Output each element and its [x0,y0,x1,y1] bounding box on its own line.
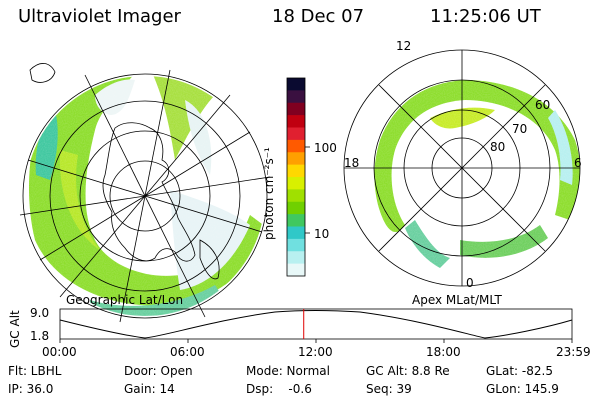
colorbar-segment [287,127,305,141]
status-filter: Flt: LBHL [8,364,62,378]
altitude-xtick-1: 06:00 [170,345,205,359]
mlat-label-80: 80 [490,140,506,154]
mlt-label-top: 12 [396,39,412,53]
colorbar-segment [287,226,305,240]
colorbar-segment [287,139,305,153]
colorbar [287,78,305,277]
lat-ring-inner [109,160,181,232]
colorbar-segment [287,189,305,203]
meridian-lines [19,69,271,323]
mlat-label-70: 70 [512,122,528,136]
colorbar-segment [287,152,305,166]
colorbar-unit: photon cm⁻²s⁻¹ [262,147,276,240]
altitude-xtick-3: 18:00 [426,345,461,359]
colorbar-segment [287,90,305,104]
status-glon: GLon: 145.9 [486,382,559,396]
lat-ring-outer [49,100,241,292]
altitude-x-ticks [59,339,573,343]
status-mode: Mode: Normal [246,364,330,378]
instrument-title: Ultraviolet Imager [18,6,181,27]
geographic-map [19,63,271,323]
date-label: 18 Dec 07 [272,6,365,27]
colorbar-segment [287,115,305,128]
time-label: 11:25:06 UT [430,6,541,27]
colorbar-segment [287,263,305,277]
mlt-lines [344,50,580,286]
colorbar-segment [287,201,305,215]
colorbar-segment [287,102,305,116]
magnetic-map [343,49,581,287]
altitude-curve [59,310,573,339]
right-panel-caption: Apex MLat/MLT [412,293,502,307]
colorbar-segment [287,177,305,190]
altitude-xtick-2: 12:00 [298,345,333,359]
colorbar-segment [287,251,305,265]
coastline-antarctica [102,122,196,262]
mlt-label-left: 18 [344,156,360,170]
colorbar-frame [286,77,306,277]
altitude-ytick-max: 9.0 [30,306,50,320]
mlat-label-60: 60 [535,98,551,112]
status-seq: Seq: 39 [366,382,412,396]
status-gc-alt: GC Alt: 8.8 Re [366,364,450,378]
altitude-ylabel: GC Alt [8,310,22,348]
status-dsp: Dsp: -0.6 [246,382,312,396]
left-panel-caption: Geographic Lat/Lon [66,293,184,307]
altitude-xtick-4: 23:59 [556,345,591,359]
colorbar-segment [287,238,305,252]
status-ip: IP: 36.0 [8,382,54,396]
colorbar-segment [287,164,305,178]
colorbar-tick-10: 10 [314,227,330,241]
colorbar-segment [287,214,305,227]
colorbar-tick-100: 100 [314,141,337,155]
status-door: Door: Open [124,364,193,378]
coastline-south-america [29,63,56,83]
altitude-ytick-min: 1.8 [30,329,50,343]
lat-ring-edge [22,73,268,319]
mlt-label-bottom: 0 [466,276,474,290]
altitude-xtick-0: 00:00 [42,345,77,359]
status-gain: Gain: 14 [124,382,175,396]
mlt-label-right: 6 [574,156,582,170]
coastline-new-zealand [199,239,220,280]
lat-ring-mid [79,130,211,262]
colorbar-segment [287,78,305,91]
status-glat: GLat: -82.5 [486,364,553,378]
